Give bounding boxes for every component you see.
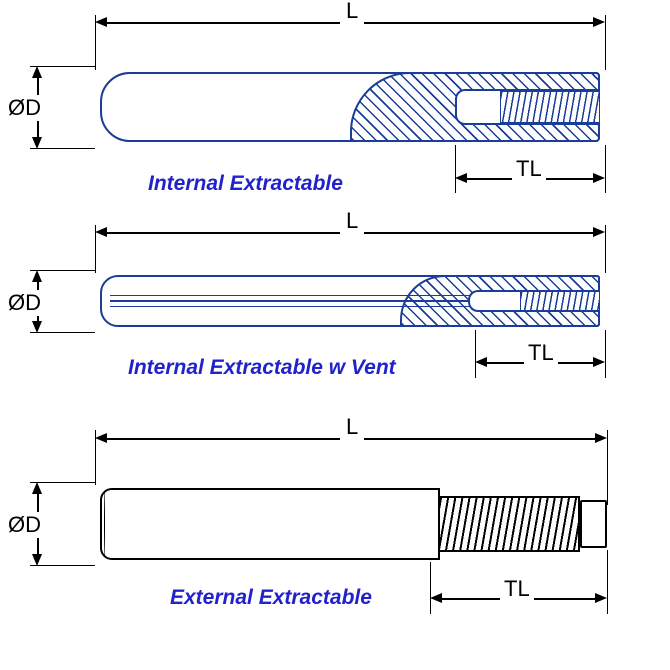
diagram-title-external: External Extractable [170,586,372,610]
dim-d-label: ØD [8,512,41,538]
ext-line [605,15,606,70]
pin-external-thread [440,496,580,552]
arrow [595,593,607,603]
dim-d-label: ØD [8,95,41,121]
ext-line [607,430,608,505]
dim-tl-label: TL [512,156,546,182]
pin-external-body [100,488,440,560]
vent-line [110,300,470,302]
arrow [593,227,605,237]
dim-tl-label: TL [500,576,534,602]
ext-line [605,145,606,193]
arrow [593,17,605,27]
dim-l-label: L [340,208,364,234]
arrow [32,137,42,149]
arrow [595,433,607,443]
arrow [593,173,605,183]
dim-l-label: L [340,0,364,24]
arrow [32,66,42,78]
dim-d-label: ØD [8,290,41,316]
diagram-title-vent: Internal Extractable w Vent [128,356,396,380]
diagram-title-internal: Internal Extractable [148,172,343,196]
arrow [95,433,107,443]
pin-internal-thread [500,91,600,123]
arrow [593,357,605,367]
arrow [32,482,42,494]
pin-vent-thread [520,291,600,311]
ext-line [607,550,608,614]
pin-left-chamfer [104,490,106,558]
arrow [32,270,42,282]
arrow [32,321,42,333]
arrow [95,17,107,27]
pin-external-endcap [580,500,607,548]
ext-line [430,562,431,614]
arrow [32,554,42,566]
ext-line [455,145,456,193]
arrow [95,227,107,237]
arrow [430,593,442,603]
ext-line [605,330,606,378]
ext-line [605,225,606,273]
ext-line [475,330,476,378]
arrow [455,173,467,183]
dim-tl-label: TL [524,340,558,366]
arrow [475,357,487,367]
dim-l-label: L [340,414,364,440]
